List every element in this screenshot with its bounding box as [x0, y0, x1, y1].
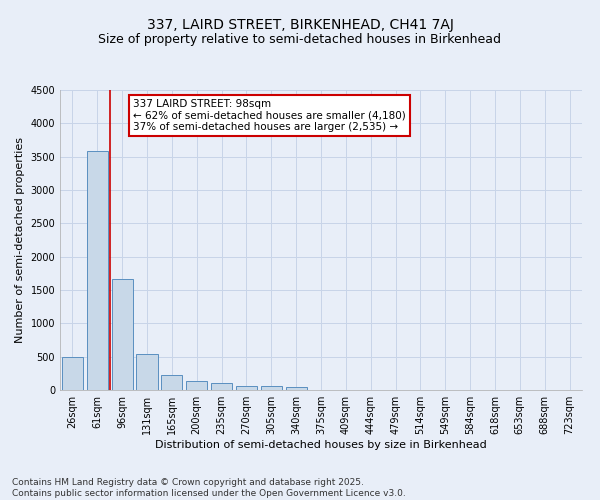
Bar [211, 384, 232, 390]
X-axis label: Distribution of semi-detached houses by size in Birkenhead: Distribution of semi-detached houses by … [155, 440, 487, 450]
Text: Size of property relative to semi-detached houses in Birkenhead: Size of property relative to semi-detach… [98, 32, 502, 46]
Bar [286, 387, 307, 390]
Bar [186, 380, 207, 390]
Text: 337, LAIRD STREET, BIRKENHEAD, CH41 7AJ: 337, LAIRD STREET, BIRKENHEAD, CH41 7AJ [146, 18, 454, 32]
Text: Contains HM Land Registry data © Crown copyright and database right 2025.
Contai: Contains HM Land Registry data © Crown c… [12, 478, 406, 498]
Bar [261, 386, 282, 390]
Bar [112, 280, 133, 390]
Bar [136, 354, 158, 390]
Bar [236, 386, 257, 390]
Text: 337 LAIRD STREET: 98sqm
← 62% of semi-detached houses are smaller (4,180)
37% of: 337 LAIRD STREET: 98sqm ← 62% of semi-de… [133, 99, 406, 132]
Y-axis label: Number of semi-detached properties: Number of semi-detached properties [15, 137, 25, 343]
Bar [87, 152, 108, 390]
Bar [62, 356, 83, 390]
Bar [161, 375, 182, 390]
